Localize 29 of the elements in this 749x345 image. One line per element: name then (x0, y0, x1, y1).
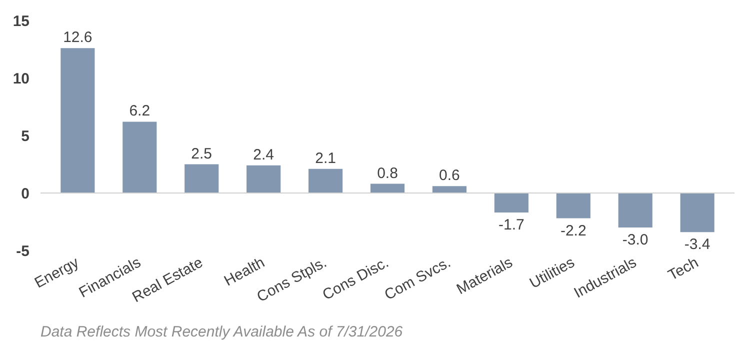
bar (432, 186, 467, 193)
data-label: 2.4 (253, 146, 274, 164)
bar (370, 184, 405, 193)
data-label: -2.2 (560, 222, 586, 240)
data-label: -3.0 (622, 232, 648, 248)
data-label: -3.4 (684, 236, 710, 254)
data-label: -1.7 (498, 216, 524, 234)
data-label: 6.2 (129, 102, 150, 120)
data-label: 0.8 (377, 164, 398, 182)
data-label: 12.6 (63, 29, 92, 46)
data-label: 2.5 (191, 145, 212, 162)
x-tick-label: Tech (665, 254, 702, 284)
y-tick-label: 15 (12, 13, 30, 30)
y-tick-label: -5 (16, 243, 30, 260)
y-tick-label: 5 (21, 128, 30, 145)
data-label: 0.6 (439, 167, 460, 184)
y-tick-label: 0 (21, 186, 30, 202)
y-tick-label: 10 (12, 70, 30, 88)
bar (556, 193, 590, 218)
bar (122, 122, 157, 193)
bar (494, 193, 528, 213)
data-label: 2.1 (315, 150, 336, 167)
bar (60, 48, 95, 193)
bar (246, 165, 281, 193)
text: Data Reflects Most Recently Available As of 7/31/2026 (40, 324, 404, 340)
bar (184, 164, 219, 193)
bar (308, 168, 343, 193)
bar (680, 193, 714, 232)
bar (618, 193, 652, 228)
